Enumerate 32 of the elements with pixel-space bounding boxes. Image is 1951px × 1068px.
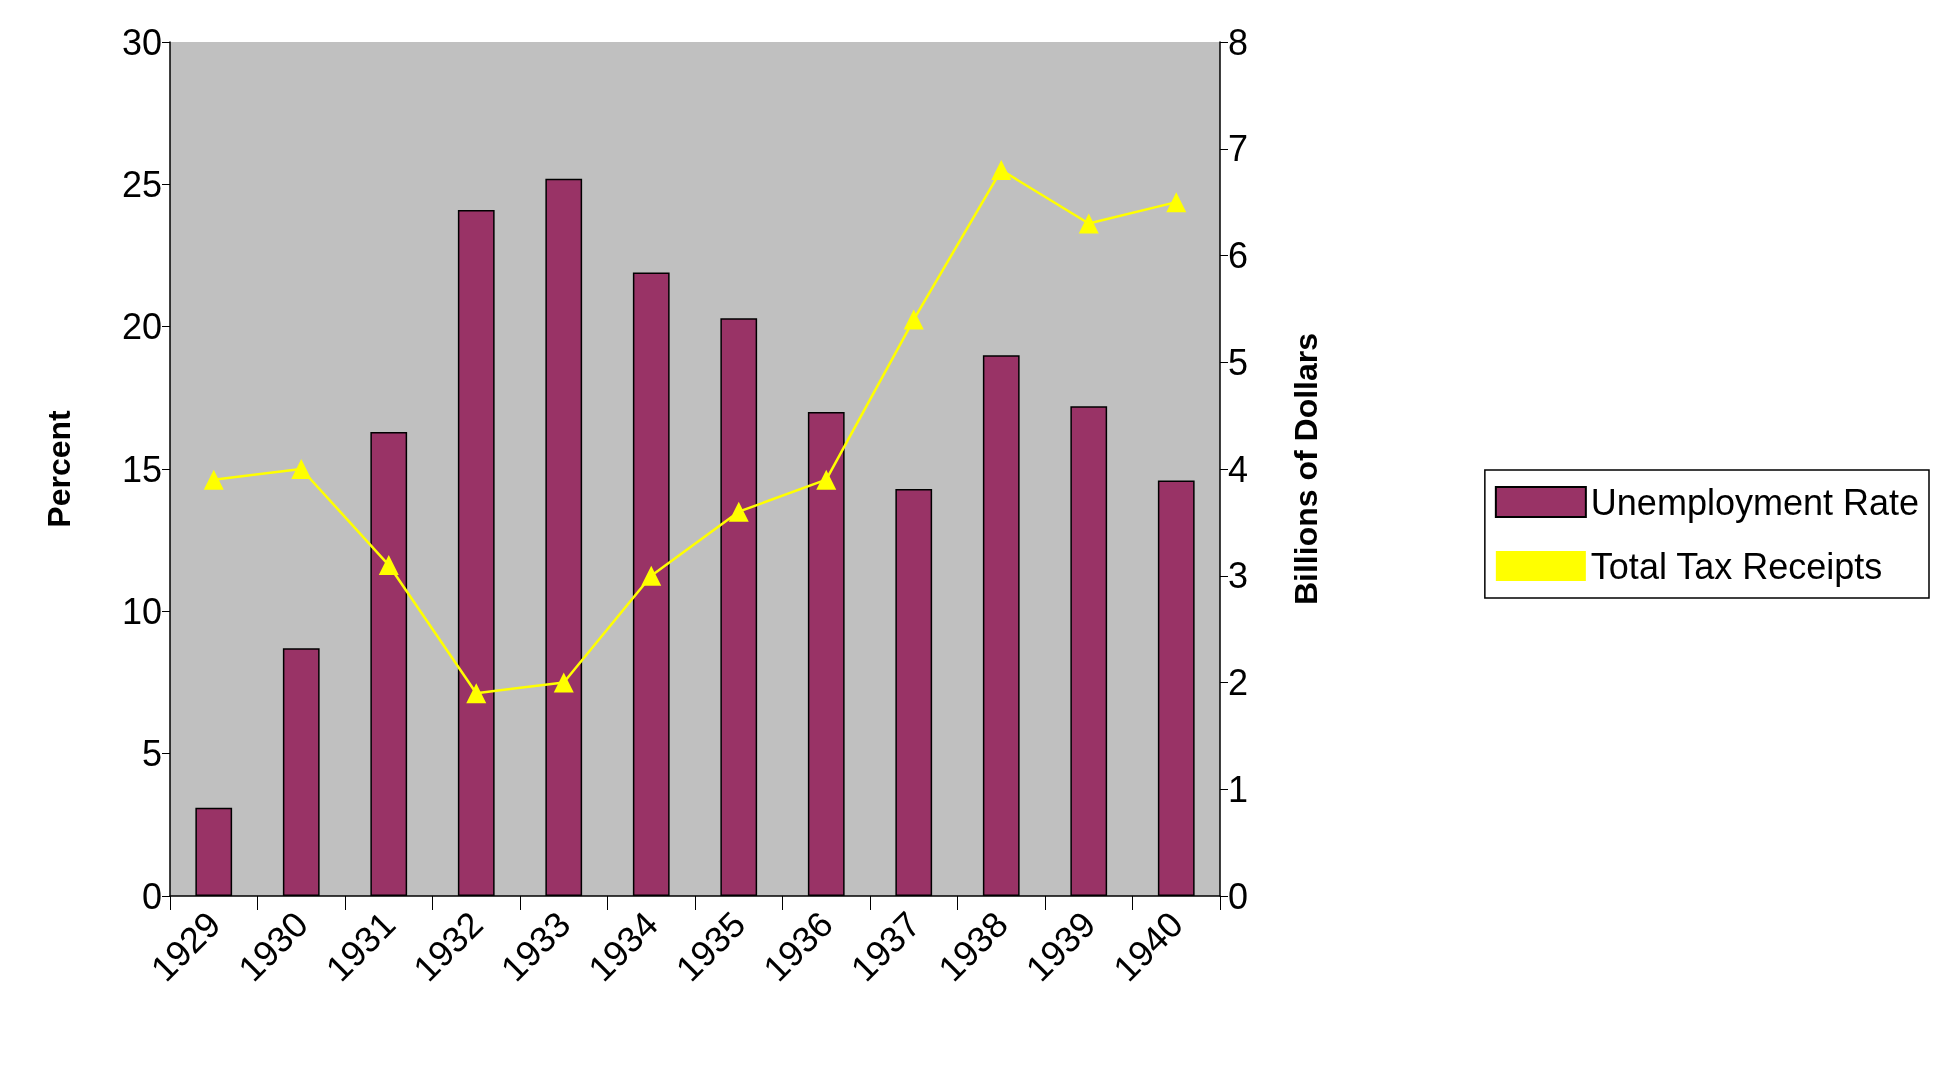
point [1078,213,1099,234]
y2-tick-label: 7 [1228,128,1249,170]
y2-tick-label: 6 [1228,235,1249,276]
y2-axis-title: Billions of Dollars [1288,332,1324,606]
y-tick-label: 5 [141,733,162,775]
y2-tick-label: 3 [1228,555,1249,597]
point [991,160,1012,181]
point [903,309,924,330]
y2-tick-label: 1 [1228,768,1249,810]
point [553,672,574,693]
y2-tick-label: 0 [1228,875,1249,917]
point [291,459,312,479]
point [378,555,399,576]
point [466,683,487,704]
y-tick-label: 10 [121,590,162,632]
y-tick-label: 0 [141,875,162,917]
y2-tick-label: 5 [1228,341,1249,383]
y-tick-label: 15 [121,448,162,490]
point [1166,192,1187,213]
y-axis-title: Percent [41,409,77,528]
y2-tick-label: 4 [1228,448,1249,490]
y-tick-label: 20 [121,306,162,348]
y2-tick-label: 8 [1228,21,1249,63]
y-tick-label: 30 [121,21,162,63]
point [641,565,662,586]
y-tick-label: 25 [121,163,162,205]
point [203,469,224,490]
point [816,469,837,490]
legend-label: Total Tax Receipts [1590,545,1883,587]
point [728,501,749,522]
legend-label: Unemployment Rate [1590,481,1920,523]
y2-tick-label: 2 [1228,662,1249,703]
